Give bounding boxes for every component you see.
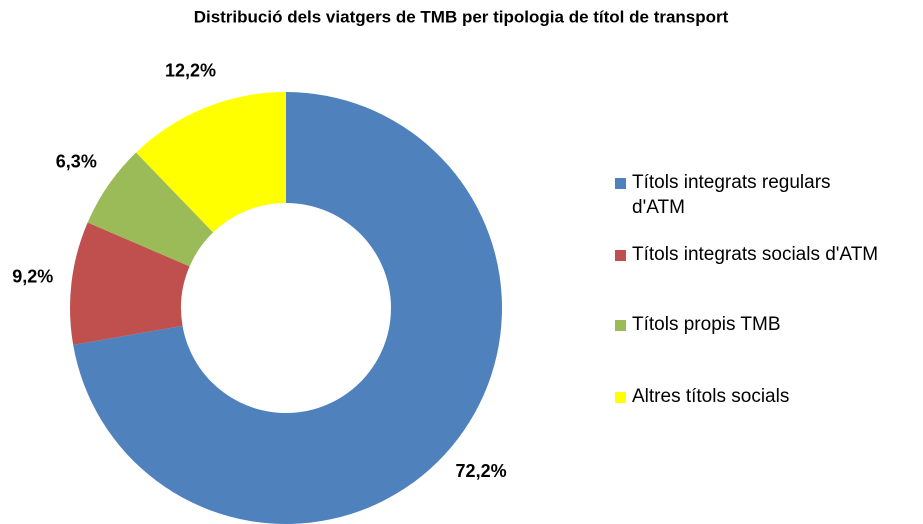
legend-item: Títols integrats regulars d'ATM xyxy=(612,170,882,220)
value-label: 6,3% xyxy=(56,152,97,172)
legend-label: Altres títols socials xyxy=(632,386,790,407)
donut-slice xyxy=(70,222,190,345)
legend-swatch xyxy=(615,250,626,261)
value-label: 72,2% xyxy=(456,461,507,481)
legend: Títols integrats regulars d'ATM Títols in… xyxy=(612,170,922,409)
donut-slice xyxy=(87,152,214,267)
legend-item: Altres títols socials xyxy=(612,384,922,409)
legend-swatch xyxy=(615,178,626,189)
donut-slice xyxy=(73,92,503,524)
legend-item: Títols propis TMB xyxy=(612,312,922,337)
value-label: 12,2% xyxy=(165,60,216,80)
legend-swatch xyxy=(615,392,626,403)
donut-slice xyxy=(136,92,286,233)
legend-label: Títols integrats socials d'ATM xyxy=(632,244,879,265)
legend-item: Títols integrats socials d'ATM xyxy=(612,242,922,267)
chart-title: Distribució dels viatgers de TMB per tip… xyxy=(194,7,729,26)
legend-label: Títols integrats regulars d'ATM xyxy=(632,172,831,218)
value-label: 9,2% xyxy=(12,267,53,287)
legend-label: Títols propis TMB xyxy=(632,314,781,335)
legend-swatch xyxy=(615,320,626,331)
